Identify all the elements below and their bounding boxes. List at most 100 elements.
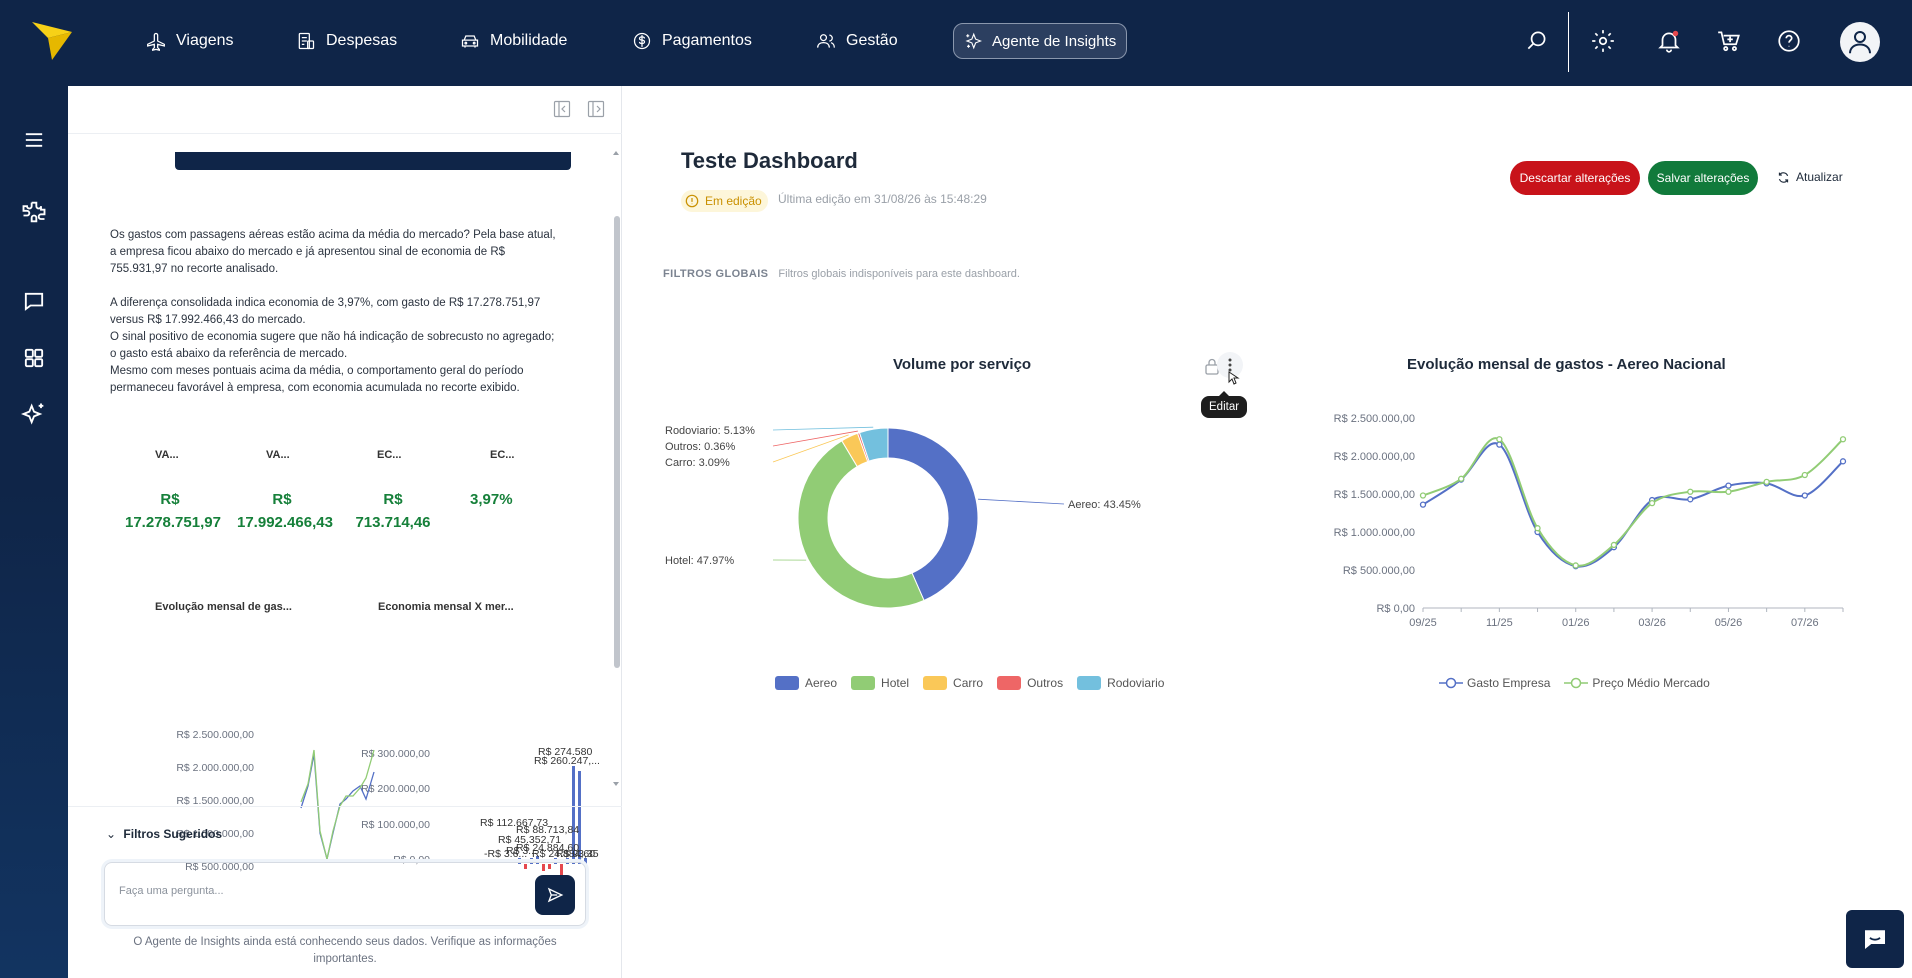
more-options-icon[interactable] (1215, 352, 1245, 392)
line-legend-item-0[interactable]: Gasto Empresa (1439, 676, 1550, 690)
sidebar-item-dashboards[interactable] (20, 344, 48, 372)
pie-slice-rodoviario[interactable] (858, 427, 889, 462)
question-input-box (104, 862, 586, 926)
refresh-button[interactable]: Atualizar (1777, 170, 1843, 184)
legend-label: Outros (1027, 676, 1064, 690)
mini2-label-4: R$ 45.352,71 (498, 834, 561, 846)
line-point-0-10[interactable] (1801, 492, 1808, 499)
line-point-1-5[interactable] (1610, 541, 1618, 549)
line-point-1-10[interactable] (1801, 471, 1808, 479)
suggested-filters-toggle[interactable]: ⌄ Filtros Sugeridos (106, 827, 222, 841)
kpi-value-4: 3,97% (470, 491, 513, 508)
line-point-0-0[interactable] (1419, 501, 1427, 508)
line-point-1-3[interactable] (1534, 525, 1541, 532)
pie-label-1: Hotel: 47.97% (665, 555, 734, 567)
chat-bubble-icon (1865, 930, 1885, 949)
line-legend-item-1[interactable]: Preço Médio Mercado (1564, 676, 1710, 690)
line-point-0-8[interactable] (1725, 482, 1732, 489)
line-point-1-8[interactable] (1725, 488, 1732, 495)
kpi-label-3: EC... (377, 449, 402, 461)
pie-label-4: Rodoviario: 5.13% (665, 425, 755, 437)
send-button[interactable] (535, 875, 575, 915)
pie-legend-item-carro[interactable]: Carro (923, 676, 983, 690)
mini1-tick-2: R$ 1.500.000,00 (176, 795, 254, 807)
line-point-0-11[interactable] (1839, 458, 1847, 465)
question-input[interactable] (119, 885, 519, 897)
line-ytick-1: R$ 2.000.000,00 (1334, 451, 1415, 463)
users-icon (817, 34, 835, 48)
pie-legend-item-hotel[interactable]: Hotel (851, 676, 909, 690)
legend-line-swatch (1564, 677, 1589, 689)
line-point-1-11[interactable] (1839, 436, 1847, 443)
line-point-1-1[interactable] (1458, 475, 1465, 482)
dollar-icon (633, 32, 651, 50)
chat-scrollbar-thumb[interactable] (614, 216, 620, 668)
nav-gestao[interactable]: Gestão (816, 22, 898, 60)
pie-slice-aereo[interactable] (887, 427, 979, 602)
save-changes-button[interactable]: Salvar alterações (1648, 161, 1758, 195)
previous-message-bubble (175, 152, 571, 170)
assistant-message-para3: O sinal positivo de economia sugere que … (110, 331, 555, 360)
cart-button[interactable] (1716, 28, 1742, 54)
chat-scrollbar[interactable] (612, 148, 620, 788)
left-sidebar (0, 86, 68, 978)
pie-chart: Aereo: 43.45% Hotel: 47.97% Carro: 3.09% Ou… (665, 425, 1141, 609)
line-point-1-0[interactable] (1419, 492, 1427, 499)
sidebar-item-chat[interactable] (20, 288, 48, 316)
line-point-0-2[interactable] (1496, 441, 1503, 448)
bell-icon (1658, 30, 1680, 53)
last-edit-timestamp: Última edição em 31/08/26 às 15:48:29 (778, 192, 987, 206)
kpi-value-3: R$ 713.714,46 (355, 491, 431, 531)
mini-charts: R$ 2.500.000,00 R$ 2.000.000,00 R$ 1.500… (176, 729, 600, 882)
legend-label: Rodoviario (1107, 676, 1165, 690)
mini2-label-8: R$ 24.884,60 (532, 848, 595, 860)
chat-divider (68, 806, 622, 807)
line-point-1-4[interactable] (1572, 562, 1579, 569)
settings-button[interactable] (1590, 28, 1616, 54)
pie-legend: Aereo Hotel Carro Outros Rodoviario (775, 676, 1178, 690)
nav-viagens[interactable]: Viagens (146, 22, 234, 60)
line-point-1-6[interactable] (1648, 499, 1656, 507)
kpi-label-2: VA... (266, 449, 290, 461)
line-xtick-3: 03/26 (1638, 617, 1666, 629)
assistant-message-para4: Mesmo com meses pontuais acima da média,… (110, 365, 524, 394)
user-icon (1849, 31, 1871, 54)
discard-changes-button[interactable]: Descartar alterações (1510, 161, 1640, 195)
assistant-message-para2: A diferença consolidada indica economia … (110, 297, 541, 326)
pie-label-3: Outros: 0.36% (665, 441, 736, 453)
ai-disclaimer: O Agente de Insights ainda está conhecen… (133, 936, 557, 965)
mini2-tick-0: R$ 300.000,00 (361, 748, 430, 760)
line-point-1-7[interactable] (1687, 488, 1694, 495)
user-avatar[interactable] (1840, 22, 1880, 62)
receipt-icon (298, 32, 315, 50)
sidebar-item-integrations[interactable] (20, 198, 48, 226)
search-button[interactable] (1524, 28, 1550, 54)
pie-slice-hotel[interactable] (797, 440, 925, 609)
help-button[interactable] (1776, 28, 1802, 54)
sidebar-item-insights[interactable] (20, 400, 48, 428)
pie-legend-item-aereo[interactable]: Aereo (775, 676, 837, 690)
brand-logo[interactable] (30, 18, 74, 62)
nav-pagamentos[interactable]: Pagamentos (632, 22, 752, 60)
menu-button[interactable] (20, 126, 48, 154)
nav-despesas[interactable]: Despesas (296, 22, 397, 60)
mini2-label-3: R$ 88.713,84 (516, 824, 579, 836)
nav-agente-insights[interactable]: Agente de Insights (953, 23, 1128, 59)
pie-legend-item-rodoviario[interactable]: Rodoviario (1077, 676, 1164, 690)
nav-mobilidade[interactable]: Mobilidade (460, 22, 567, 60)
notifications-button[interactable] (1656, 28, 1682, 54)
expand-right-icon[interactable] (587, 100, 605, 118)
line-point-0-7[interactable] (1687, 496, 1694, 503)
line-ytick-2: R$ 1.500.000,00 (1334, 489, 1415, 501)
support-chat-button[interactable] (1846, 910, 1904, 968)
line-point-1-9[interactable] (1763, 478, 1770, 485)
pie-legend-item-outros[interactable]: Outros (997, 676, 1063, 690)
collapse-left-icon[interactable] (553, 100, 571, 118)
cart-icon (1718, 31, 1740, 52)
line-ytick-0: R$ 2.500.000,00 (1334, 413, 1415, 425)
line-chart-title: Evolução mensal de gastos - Aereo Nacion… (1407, 356, 1726, 373)
pie-leader-3 (772, 430, 858, 447)
legend-line-swatch (1439, 677, 1463, 689)
line-point-1-2[interactable] (1496, 436, 1503, 443)
nav-pagamentos-label: Pagamentos (662, 32, 752, 49)
